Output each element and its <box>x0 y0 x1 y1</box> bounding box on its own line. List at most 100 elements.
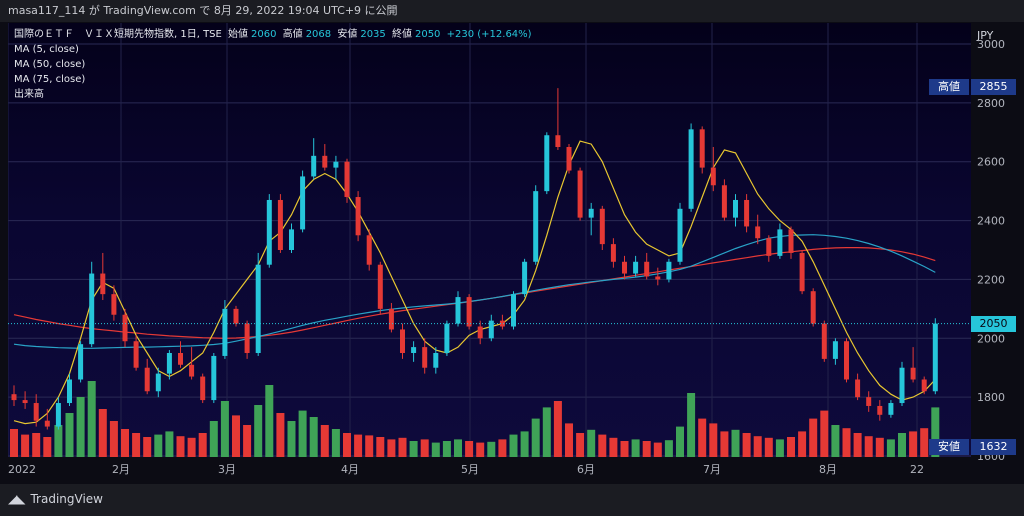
time-tick-label: 4月 <box>341 463 359 476</box>
tradingview-brand[interactable]: ◢◣ TradingView <box>8 492 103 506</box>
candle-body <box>466 297 472 327</box>
candle-body <box>133 341 139 368</box>
volume-bar <box>176 436 185 457</box>
volume-bar <box>21 434 30 457</box>
price-tick-label: 2200 <box>977 273 1005 286</box>
volume-bar <box>931 407 940 457</box>
candle-body <box>222 308 228 356</box>
chart-pane[interactable] <box>8 23 971 457</box>
candle-body <box>544 135 550 192</box>
candle-body <box>277 199 283 250</box>
candle-body <box>810 291 816 324</box>
time-axis[interactable]: 2022 2月 3月 4月 5月 6月 7月 8月 22 <box>8 457 971 481</box>
volume-bar <box>753 436 762 457</box>
candle-body <box>477 326 483 339</box>
volume-bar <box>209 421 218 457</box>
legend-low-label: 安値 <box>337 29 358 40</box>
volume-bar <box>653 442 662 457</box>
candle-body <box>733 199 738 218</box>
price-axis[interactable]: JPY 3000 2800 2600 2400 2200 2000 1800 1600 <box>971 23 1016 463</box>
volume-bar <box>520 431 529 457</box>
price-chart[interactable] <box>8 23 971 457</box>
candle-body <box>411 347 417 353</box>
legend-ma75[interactable]: MA (75, close) <box>14 74 86 85</box>
volume-bar <box>420 439 429 457</box>
high-price-badge: 高値 2855 <box>929 78 1016 95</box>
candle-body <box>333 161 339 168</box>
candle-body <box>499 320 505 327</box>
footer-bar <box>0 484 1024 516</box>
volume-bar <box>787 437 795 457</box>
volume-bar <box>121 429 129 457</box>
candle-body <box>777 229 783 256</box>
candle-body <box>266 199 272 265</box>
candle-body <box>821 323 827 359</box>
volume-bar <box>376 437 385 457</box>
legend-low-value: 2035 <box>360 29 386 40</box>
volume-bar <box>54 425 63 457</box>
legend-open-label: 始値 <box>228 29 249 40</box>
legend-change: +230 (+12.64%) <box>446 29 532 40</box>
legend-ma50[interactable]: MA (50, close) <box>14 59 86 70</box>
volume-bar <box>76 397 85 457</box>
time-tick-label: 2022 <box>8 463 36 476</box>
candle-body <box>488 320 494 339</box>
candle-body <box>699 129 705 168</box>
publish-info-bar: masa117_114 が TradingView.com で 8月 29, 2… <box>0 0 1024 22</box>
price-tick-label: 1800 <box>977 391 1005 404</box>
candle-body <box>877 405 883 415</box>
candle-body <box>755 226 761 239</box>
volume-bar <box>365 435 374 457</box>
volume-bar <box>109 421 118 457</box>
volume-bar <box>265 385 274 457</box>
candle-body <box>300 176 306 230</box>
volume-bar <box>198 433 207 457</box>
candle-body <box>644 261 650 277</box>
last-price-badge: 2050 <box>971 315 1016 332</box>
volume-bar <box>764 437 773 457</box>
volume-bar <box>609 437 618 457</box>
candle-body <box>89 273 95 345</box>
candle-body <box>677 208 683 262</box>
volume-bar <box>65 413 74 457</box>
volume-bar <box>920 428 929 457</box>
candle-body <box>233 308 239 324</box>
volume-bar <box>409 441 418 457</box>
price-tick-label: 2400 <box>977 215 1005 228</box>
volume-bar <box>487 441 496 457</box>
candle-body <box>566 147 572 171</box>
candle-body <box>688 129 694 209</box>
candle-body <box>888 403 894 415</box>
candle-body <box>633 261 639 274</box>
legend-close-label: 終値 <box>391 29 412 40</box>
volume-bar <box>898 433 906 457</box>
currency-label: JPY <box>976 29 994 42</box>
volume-bar <box>620 441 629 457</box>
volume-bar <box>476 442 485 457</box>
legend-ma5[interactable]: MA (5, close) <box>14 44 79 55</box>
legend-high-value: 2068 <box>305 29 332 40</box>
candle-body <box>255 264 261 353</box>
candle-body <box>799 252 805 292</box>
candle-body <box>832 341 838 359</box>
candle-body <box>344 161 350 198</box>
time-tick-label: 6月 <box>577 463 595 476</box>
volume-bar <box>232 415 240 457</box>
candle-body <box>655 276 661 280</box>
volume-bar <box>132 433 141 457</box>
candle-body <box>844 341 849 380</box>
volume-bar <box>354 434 363 457</box>
candle-body <box>610 244 616 262</box>
candle-body <box>289 229 294 250</box>
candle-body <box>244 323 250 353</box>
candle-body <box>788 229 794 253</box>
legend-volume[interactable]: 出来高 <box>14 89 44 100</box>
volume-bar <box>531 418 540 457</box>
candle-body <box>155 373 161 392</box>
ma5-line <box>13 140 936 425</box>
volume-bar <box>442 441 451 457</box>
high-badge-value: 2855 <box>971 78 1016 95</box>
volume-bar <box>553 401 562 457</box>
volume-bar <box>798 431 807 457</box>
publish-info-text: masa117_114 が TradingView.com で 8月 29, 2… <box>8 4 398 17</box>
